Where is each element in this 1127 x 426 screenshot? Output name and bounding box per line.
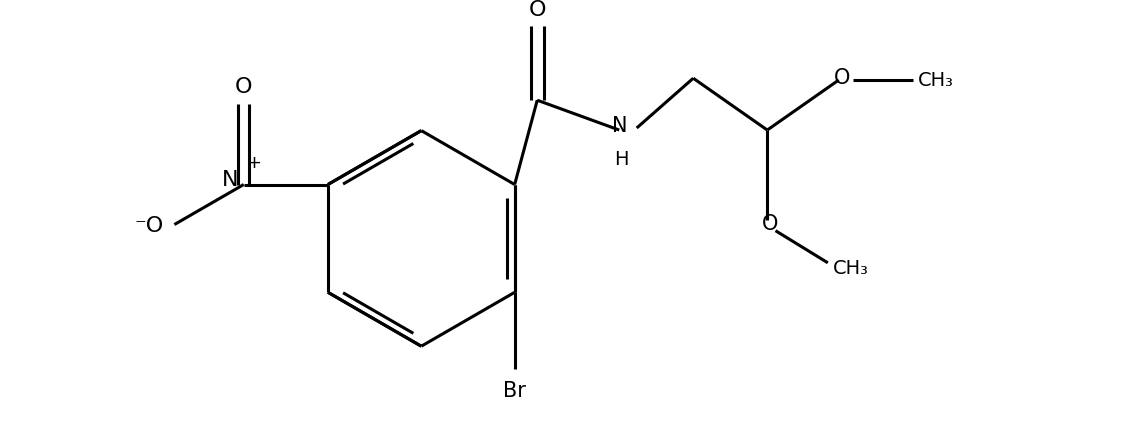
Text: CH₃: CH₃: [917, 71, 953, 90]
Text: H: H: [614, 150, 629, 169]
Text: O: O: [762, 214, 779, 234]
Text: CH₃: CH₃: [833, 259, 869, 278]
Text: N: N: [612, 115, 627, 135]
Text: +: +: [247, 153, 261, 172]
Text: O: O: [236, 77, 252, 97]
Text: ⁻O: ⁻O: [135, 215, 165, 235]
Text: O: O: [529, 0, 545, 20]
Text: Br: Br: [504, 380, 526, 400]
Text: N: N: [222, 170, 239, 190]
Text: O: O: [834, 68, 850, 88]
